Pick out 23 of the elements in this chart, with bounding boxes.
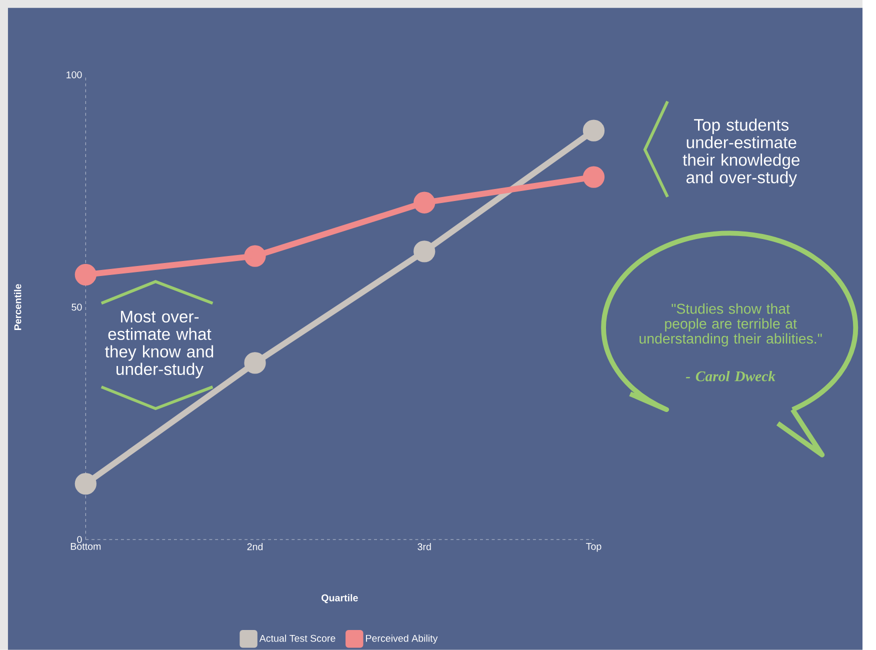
text: "Studies show that people are terrible at understanding their abilities."	[640, 303, 822, 347]
legend-label: Actual Test Score	[259, 634, 336, 642]
y-tick-label: 0	[77, 536, 82, 544]
point	[414, 240, 436, 262]
x-axis-title: Quartile	[322, 594, 358, 604]
point	[74, 264, 96, 286]
legend-label: Perceived Ability	[366, 634, 438, 644]
point	[74, 473, 96, 495]
x-tick-label: 2nd	[247, 543, 263, 550]
point	[582, 120, 605, 142]
point	[414, 192, 436, 214]
y-axis-title: Percentile	[14, 284, 22, 330]
point	[582, 166, 605, 188]
x-tick-label: 3rd	[418, 543, 431, 550]
annotation: Most over-estimate what they know and under-study	[105, 310, 214, 378]
point	[244, 245, 266, 267]
text: Top students under-estimate their knowledge and over-study	[682, 118, 800, 187]
text: - Carol Dweck	[686, 371, 776, 382]
x-tick-label: Bottom	[70, 543, 101, 550]
x-tick-label: Top	[586, 543, 602, 552]
point	[244, 352, 266, 374]
y-tick-label: 50	[72, 304, 82, 311]
y-tick-label: 100	[66, 71, 82, 78]
